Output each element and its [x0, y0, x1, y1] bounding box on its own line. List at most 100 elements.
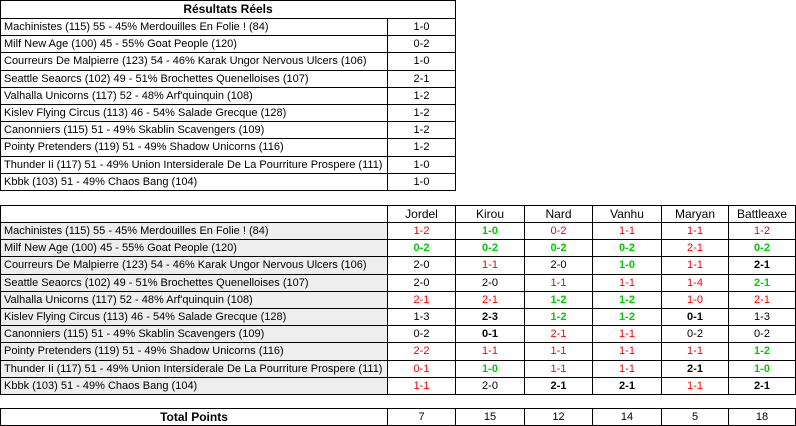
total-label: Total Points — [0, 408, 388, 426]
prediction: 2-1 — [387, 290, 456, 309]
prediction: 1-1 — [661, 376, 729, 395]
prediction: 1-2 — [592, 290, 662, 309]
prediction: 2-1 — [661, 359, 729, 378]
prediction: 0-1 — [455, 325, 525, 344]
total-points: 5 — [661, 408, 729, 426]
prediction: 2-1 — [524, 376, 593, 395]
prediction: 1-4 — [661, 273, 729, 292]
prediction: 1-1 — [661, 222, 729, 241]
match-label: Machinistes (115) 55 - 45% Merdouilles E… — [0, 222, 388, 241]
total-points: 7 — [387, 408, 456, 426]
prediction: 0-2 — [387, 325, 456, 344]
prediction: 2-0 — [455, 376, 525, 395]
prediction: 0-2 — [661, 325, 729, 344]
prediction: 1-2 — [728, 222, 796, 241]
match-label: Kbbk (103) 51 - 49% Chaos Bang (104) — [0, 172, 388, 191]
prediction: 2-0 — [387, 273, 456, 292]
player-name: Nard — [524, 205, 593, 223]
match-label: Valhalla Unicorns (117) 52 - 48% Arf'qui… — [0, 86, 388, 105]
match-result: 1-2 — [387, 138, 456, 157]
match-label: Courreurs De Malpierre (123) 54 - 46% Ka… — [0, 256, 388, 275]
player-name: Maryan — [661, 205, 729, 223]
prediction: 2-1 — [728, 256, 796, 275]
prediction: 2-1 — [661, 239, 729, 258]
prediction: 0-2 — [592, 239, 662, 258]
match-label: Canonniers (115) 51 - 49% Skablin Scaven… — [0, 121, 388, 140]
prediction: 1-0 — [661, 290, 729, 309]
prediction: 2-0 — [387, 256, 456, 275]
prediction: 2-1 — [728, 290, 796, 309]
prediction: 2-1 — [728, 376, 796, 395]
prediction: 1-1 — [455, 256, 525, 275]
prediction: 0-2 — [728, 239, 796, 258]
prediction: 1-1 — [524, 359, 593, 378]
player-name: Vanhu — [592, 205, 662, 223]
prediction: 1-0 — [455, 359, 525, 378]
match-result: 1-0 — [387, 155, 456, 174]
prediction: 1-3 — [387, 308, 456, 327]
prediction: 1-1 — [661, 342, 729, 361]
prediction: 2-1 — [524, 325, 593, 344]
player-name: Kirou — [455, 205, 525, 223]
prediction: 0-2 — [524, 239, 593, 258]
prediction: 2-1 — [455, 290, 525, 309]
total-points: 18 — [728, 408, 796, 426]
match-result: 1-2 — [387, 104, 456, 123]
match-label: Pointy Pretenders (119) 51 - 49% Shadow … — [0, 342, 388, 361]
prediction: 2-3 — [455, 308, 525, 327]
prediction: 1-0 — [728, 359, 796, 378]
match-result: 0-2 — [387, 35, 456, 54]
prediction: 1-1 — [387, 376, 456, 395]
match-result: 1-0 — [387, 172, 456, 191]
prediction: 1-1 — [455, 342, 525, 361]
prediction: 1-2 — [524, 290, 593, 309]
prediction: 1-0 — [455, 222, 525, 241]
match-result: 1-0 — [387, 52, 456, 71]
prediction: 1-1 — [592, 325, 662, 344]
header-blank — [0, 205, 388, 223]
prediction: 1-1 — [592, 342, 662, 361]
prediction: 0-1 — [387, 359, 456, 378]
prediction: 2-0 — [524, 256, 593, 275]
match-result: 1-0 — [387, 18, 456, 37]
match-label: Machinistes (115) 55 - 45% Merdouilles E… — [0, 18, 388, 37]
match-result: 2-1 — [387, 69, 456, 88]
prediction: 1-1 — [524, 273, 593, 292]
match-result: 1-2 — [387, 121, 456, 140]
prediction: 1-1 — [524, 342, 593, 361]
prediction: 1-2 — [524, 308, 593, 327]
prediction: 1-1 — [592, 359, 662, 378]
match-label: Thunder Ii (117) 51 - 49% Union Intersid… — [0, 155, 388, 174]
total-points: 15 — [455, 408, 525, 426]
match-label: Valhalla Unicorns (117) 52 - 48% Arf'qui… — [0, 290, 388, 309]
prediction: 1-1 — [592, 222, 662, 241]
prediction: 1-2 — [728, 342, 796, 361]
match-label: Pointy Pretenders (119) 51 - 49% Shadow … — [0, 138, 388, 157]
match-label: Canonniers (115) 51 - 49% Skablin Scaven… — [0, 325, 388, 344]
player-name: Jordel — [387, 205, 456, 223]
match-result: 1-2 — [387, 86, 456, 105]
match-label: Kislev Flying Circus (113) 46 - 54% Sala… — [0, 308, 388, 327]
prediction: 0-2 — [728, 325, 796, 344]
total-points: 14 — [592, 408, 662, 426]
match-label: Kislev Flying Circus (113) 46 - 54% Sala… — [0, 104, 388, 123]
prediction: 0-2 — [387, 239, 456, 258]
results-title: Résultats Réels — [0, 0, 456, 19]
prediction: 1-3 — [728, 308, 796, 327]
match-label: Milf New Age (100) 45 - 55% Goat People … — [0, 239, 388, 258]
prediction: 1-1 — [592, 273, 662, 292]
player-name: Battleaxe — [728, 205, 796, 223]
prediction: 2-1 — [592, 376, 662, 395]
match-label: Seattle Seaorcs (102) 49 - 51% Brochette… — [0, 273, 388, 292]
prediction: 2-2 — [387, 342, 456, 361]
match-label: Kbbk (103) 51 - 49% Chaos Bang (104) — [0, 376, 388, 395]
match-label: Thunder Ii (117) 51 - 49% Union Intersid… — [0, 359, 388, 378]
total-points: 12 — [524, 408, 593, 426]
match-label: Seattle Seaorcs (102) 49 - 51% Brochette… — [0, 69, 388, 88]
prediction: 1-1 — [661, 256, 729, 275]
prediction: 0-2 — [455, 239, 525, 258]
prediction: 2-0 — [455, 273, 525, 292]
prediction: 0-1 — [661, 308, 729, 327]
match-label: Courreurs De Malpierre (123) 54 - 46% Ka… — [0, 52, 388, 71]
